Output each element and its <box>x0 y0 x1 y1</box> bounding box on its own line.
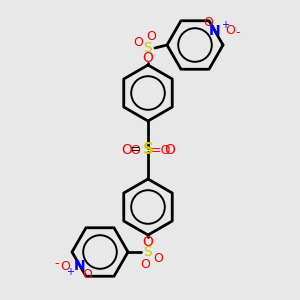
Text: O: O <box>121 143 132 157</box>
Text: O: O <box>140 257 150 271</box>
Text: O: O <box>133 35 143 49</box>
Text: N: N <box>209 24 221 38</box>
Text: -: - <box>55 257 59 271</box>
Text: =: = <box>130 143 140 157</box>
Text: +: + <box>66 267 74 277</box>
Text: O: O <box>82 268 92 281</box>
Text: O: O <box>130 143 140 157</box>
Text: S: S <box>144 41 152 55</box>
Text: -: - <box>236 26 240 40</box>
Text: O: O <box>142 51 153 65</box>
Text: O: O <box>153 251 163 265</box>
Text: =O: =O <box>151 143 171 157</box>
Text: O: O <box>146 29 156 43</box>
Text: N: N <box>74 259 86 273</box>
Text: O: O <box>225 25 235 38</box>
Text: S: S <box>144 245 152 259</box>
Text: O: O <box>164 143 175 157</box>
Text: O: O <box>60 260 70 272</box>
Text: O: O <box>203 16 213 29</box>
Text: O: O <box>142 235 153 249</box>
Text: +: + <box>221 20 229 30</box>
Text: S: S <box>142 142 154 158</box>
